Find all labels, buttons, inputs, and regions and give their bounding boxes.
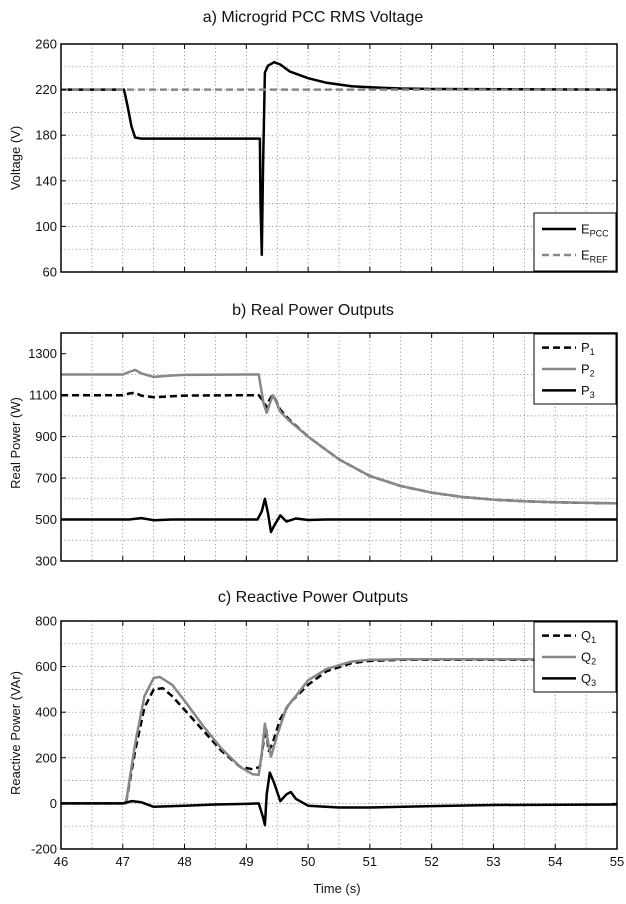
x-tick-label: 55	[610, 854, 624, 869]
y-tick-label: -200	[31, 842, 57, 857]
plot-frame	[60, 43, 618, 273]
x-tick-label: 48	[177, 854, 191, 869]
y-axis-label: Real Power (W)	[8, 397, 23, 489]
y-tick-label: 180	[35, 128, 57, 143]
y-tick-label: 800	[35, 614, 57, 629]
x-tick-label: 54	[548, 854, 562, 869]
series-line-epcc	[61, 60, 618, 257]
y-axis-label: Reactive Power (VAr)	[8, 671, 23, 795]
series	[61, 368, 618, 534]
y-tick-label: 400	[35, 705, 57, 720]
ticks: -200 0 200 400 600 800 46 47 48 49 50 51 52 53 54 55	[31, 614, 624, 870]
panel-title: a) Microgrid PCC RMS Voltage	[203, 9, 424, 26]
panel-title: b) Real Power Outputs	[232, 302, 394, 319]
x-tick-label: 53	[486, 854, 500, 869]
y-tick-label: 60	[43, 265, 57, 280]
series	[61, 658, 618, 827]
x-tick-label: 51	[363, 854, 377, 869]
y-tick-label: 900	[35, 429, 57, 444]
y-tick-label: 0	[50, 796, 57, 811]
series	[61, 60, 618, 257]
plot-frame	[60, 620, 618, 850]
series-line-p2	[61, 368, 618, 505]
x-tick-label: 50	[301, 854, 315, 869]
x-tick-label: 47	[116, 854, 130, 869]
x-tick-label: 46	[54, 854, 68, 869]
x-axis-label: Time (s)	[313, 881, 360, 896]
y-tick-label: 100	[35, 219, 57, 234]
panel-pcc-voltage: a) Microgrid PCC RMS Voltage Voltage (V)…	[8, 9, 618, 280]
y-tick-label: 1300	[28, 346, 57, 361]
y-tick-label: 500	[35, 512, 57, 527]
panel-title: c) Reactive Power Outputs	[218, 589, 408, 606]
series-line-q3	[61, 771, 618, 827]
y-tick-label: 300	[35, 554, 57, 569]
y-tick-label: 700	[35, 471, 57, 486]
x-tick-label: 49	[239, 854, 253, 869]
grid	[61, 333, 617, 561]
ticks: 300 500 700 900 1100 1300	[28, 333, 618, 569]
x-tick-label: 52	[424, 854, 438, 869]
plot-frame	[60, 332, 618, 562]
series-line-p3	[61, 497, 617, 534]
y-tick-label: 200	[35, 750, 57, 765]
ticks: 60 100 140 180 220 260	[35, 37, 618, 280]
y-tick-label: 1100	[29, 388, 57, 403]
y-tick-label: 220	[35, 82, 57, 97]
panel-reactive-power: c) Reactive Power Outputs Reactive Power…	[8, 589, 624, 896]
series-line-q2	[61, 658, 617, 805]
legend-box	[533, 212, 617, 272]
y-axis-label: Voltage (V)	[8, 126, 23, 190]
y-tick-label: 140	[35, 173, 57, 188]
y-tick-label: 600	[35, 659, 57, 674]
panel-real-power: b) Real Power Outputs Real Power (W) 300…	[8, 302, 618, 569]
y-tick-label: 260	[35, 37, 57, 52]
